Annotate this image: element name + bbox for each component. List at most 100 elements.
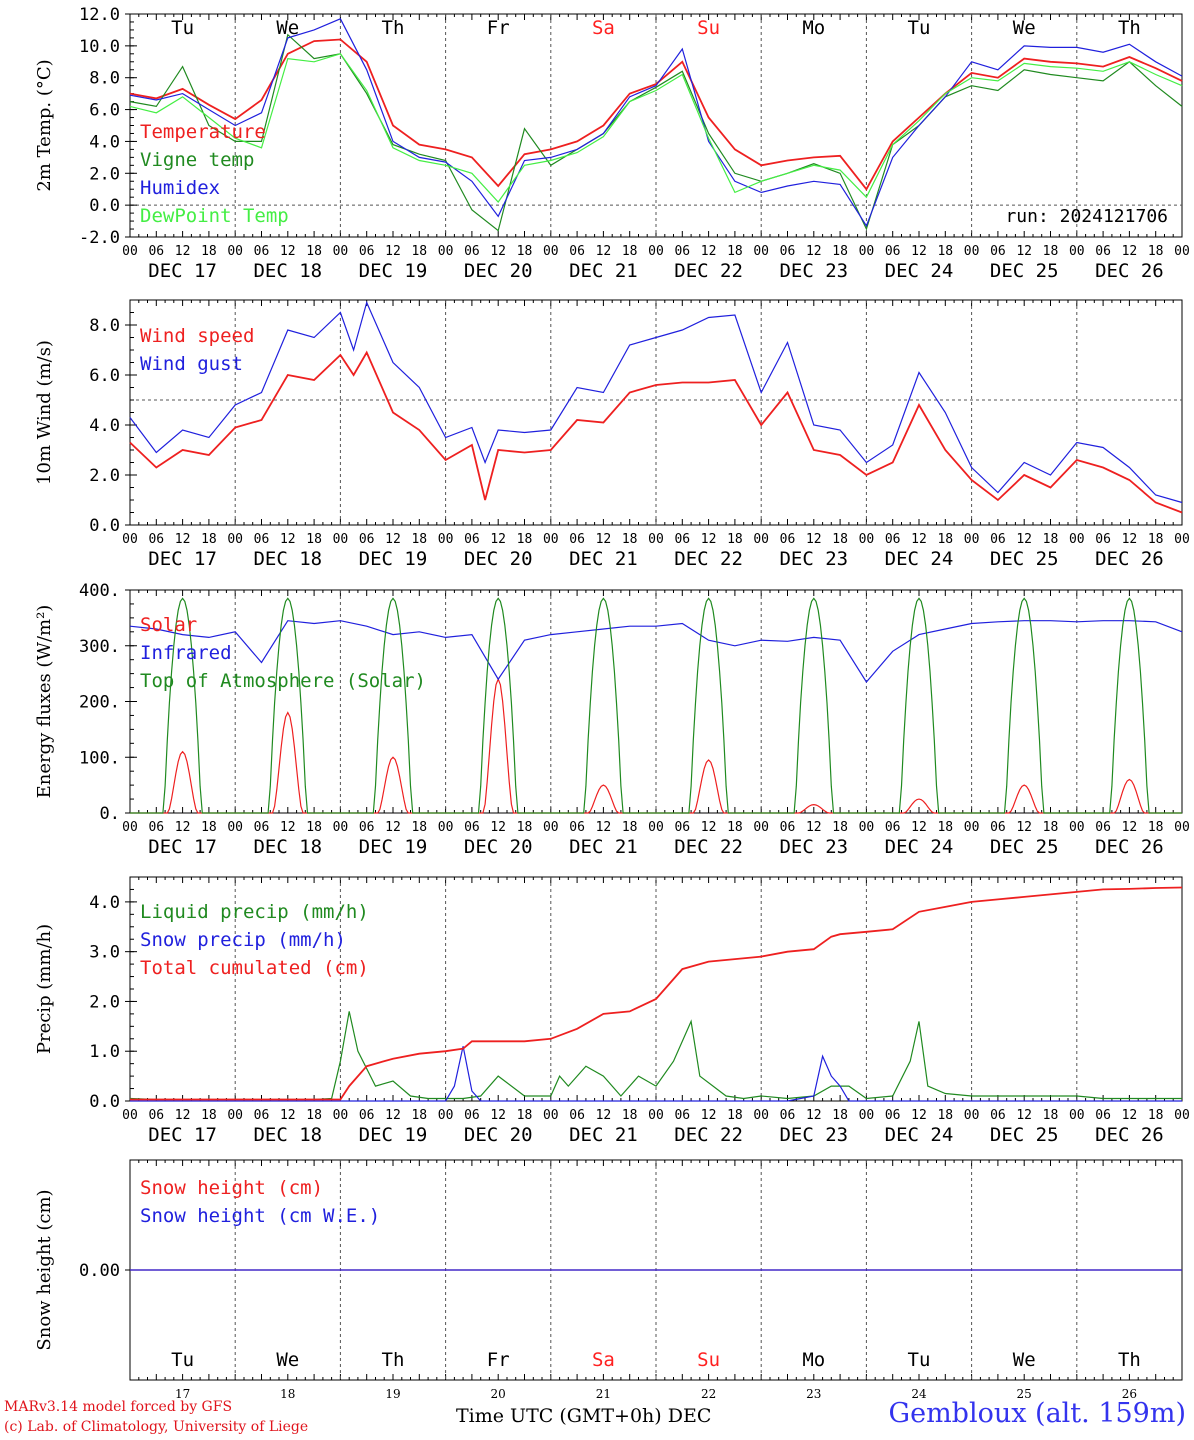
x-hour-label: 00: [964, 1108, 980, 1123]
legend-entry: Humidex: [140, 177, 220, 199]
date-number-label: 26: [1122, 1387, 1137, 1401]
x-hour-label: 06: [464, 244, 480, 259]
x-hour-label: 06: [674, 244, 690, 259]
x-hour-label: 12: [911, 1108, 927, 1123]
x-hour-label: 06: [569, 820, 585, 835]
x-hour-label: 18: [832, 244, 848, 259]
weekday-label: Tu: [908, 1349, 931, 1371]
x-hour-label: 12: [175, 532, 191, 547]
x-date-label: DEC 18: [253, 260, 322, 282]
x-hour-label: 12: [385, 1108, 401, 1123]
x-date-label: DEC 20: [464, 548, 533, 570]
x-date-label: DEC 17: [148, 1124, 217, 1146]
x-hour-label: 00: [1174, 1108, 1190, 1123]
legend-entry: Temperature: [140, 121, 266, 143]
x-hour-label: 12: [596, 244, 612, 259]
x-ticks: [129, 300, 1183, 525]
date-number-label: 21: [596, 1387, 611, 1401]
weekday-label: We: [1013, 1349, 1036, 1371]
x-hour-label: 06: [885, 244, 901, 259]
legend-entry: Infrared: [140, 642, 232, 664]
day-separators: [234, 14, 1078, 237]
y-tick-label: 0.0: [89, 1092, 120, 1112]
series-line-vigne-temp: [129, 33, 1183, 232]
x-hour-label: 00: [964, 820, 980, 835]
series-line-wind-gust: [129, 300, 1183, 504]
weekday-label: Sa: [592, 17, 615, 39]
legend-entry: Vigne temp: [140, 149, 254, 171]
x-hour-label: 06: [780, 1108, 796, 1123]
x-date-label: DEC 21: [569, 1124, 638, 1146]
x-hour-label: 12: [1122, 532, 1138, 547]
x-hour-label: 18: [937, 532, 953, 547]
x-date-label: DEC 22: [674, 548, 743, 570]
day-separators: [234, 300, 1078, 525]
plot-frame: [129, 589, 1183, 814]
x-hour-label: 18: [201, 244, 217, 259]
x-hour-label: 18: [306, 820, 322, 835]
x-hour-label: 00: [543, 1108, 559, 1123]
x-hour-label: 18: [622, 532, 638, 547]
x-hour-label: 00: [1069, 1108, 1085, 1123]
x-hour-label: 06: [148, 244, 164, 259]
x-date-label: DEC 25: [990, 1124, 1059, 1146]
weekday-label: We: [1013, 17, 1036, 39]
y-tick-label: 8.0: [89, 69, 120, 89]
legend-entry: Snow height (cm): [140, 1177, 323, 1199]
legend-entry: Snow precip (mm/h): [140, 929, 346, 951]
y-tick-label: 100.: [79, 748, 120, 768]
y-tick-label: 12.0: [79, 5, 120, 25]
legend-entry: Solar: [140, 614, 197, 636]
x-hour-label: 18: [622, 1108, 638, 1123]
weekday-label: Su: [697, 17, 720, 39]
x-hour-label: 12: [175, 1108, 191, 1123]
x-date-label: DEC 26: [1095, 260, 1164, 282]
x-hour-label: 00: [964, 244, 980, 259]
x-hour-label: 06: [990, 1108, 1006, 1123]
y-tick-label: 0.: [100, 804, 120, 824]
x-hour-label: 12: [806, 532, 822, 547]
x-hour-label: 06: [674, 1108, 690, 1123]
x-hour-label: 12: [1122, 1108, 1138, 1123]
x-date-label: DEC 21: [569, 836, 638, 858]
x-hour-label: 00: [648, 1108, 664, 1123]
x-hour-label: 18: [1148, 532, 1164, 547]
x-hour-label: 12: [490, 532, 506, 547]
x-hour-label: 18: [622, 244, 638, 259]
x-hour-label: 06: [254, 244, 270, 259]
x-hour-label: 00: [753, 820, 769, 835]
x-hour-label: 12: [175, 820, 191, 835]
x-hour-label: 18: [727, 820, 743, 835]
x-hour-label: 06: [359, 244, 375, 259]
weekday-label: Tu: [171, 1349, 194, 1371]
series-line-top-of-atmosphere-solar: [130, 597, 1182, 814]
x-hour-label: 18: [201, 532, 217, 547]
x-date-label: DEC 19: [359, 836, 428, 858]
x-hour-label: 12: [806, 244, 822, 259]
x-hour-label: 06: [990, 244, 1006, 259]
y-tick-label: 400.: [79, 581, 120, 601]
x-hour-label: 00: [438, 820, 454, 835]
x-hour-label: 18: [517, 532, 533, 547]
legend-entry: Snow height (cm W.E.): [140, 1205, 380, 1227]
x-date-label: DEC 26: [1095, 548, 1164, 570]
series-line-humidex: [129, 18, 1183, 228]
x-hour-label: 18: [411, 1108, 427, 1123]
x-date-label: DEC 20: [464, 260, 533, 282]
x-hour-label: 06: [359, 1108, 375, 1123]
x-date-label: DEC 21: [569, 260, 638, 282]
weekday-label: We: [276, 17, 299, 39]
y-tick-label: 0.00: [79, 1261, 120, 1281]
x-date-label: DEC 21: [569, 548, 638, 570]
y-axis-label: 2m Temp. (°C): [34, 59, 55, 191]
y-axis-label: Energy fluxes (W/m²): [34, 605, 55, 799]
x-hour-label: 18: [1043, 820, 1059, 835]
x-hour-label: 12: [280, 820, 296, 835]
x-hour-label: 18: [832, 532, 848, 547]
credit-line-2: (c) Lab. of Climatology, University of L…: [4, 1419, 309, 1435]
x-hour-label: 00: [1174, 244, 1190, 259]
x-hour-label: 00: [227, 1108, 243, 1123]
y-tick-label: 6.0: [89, 366, 120, 386]
x-hour-label: 12: [490, 1108, 506, 1123]
y-tick-label: 0.0: [89, 516, 120, 536]
